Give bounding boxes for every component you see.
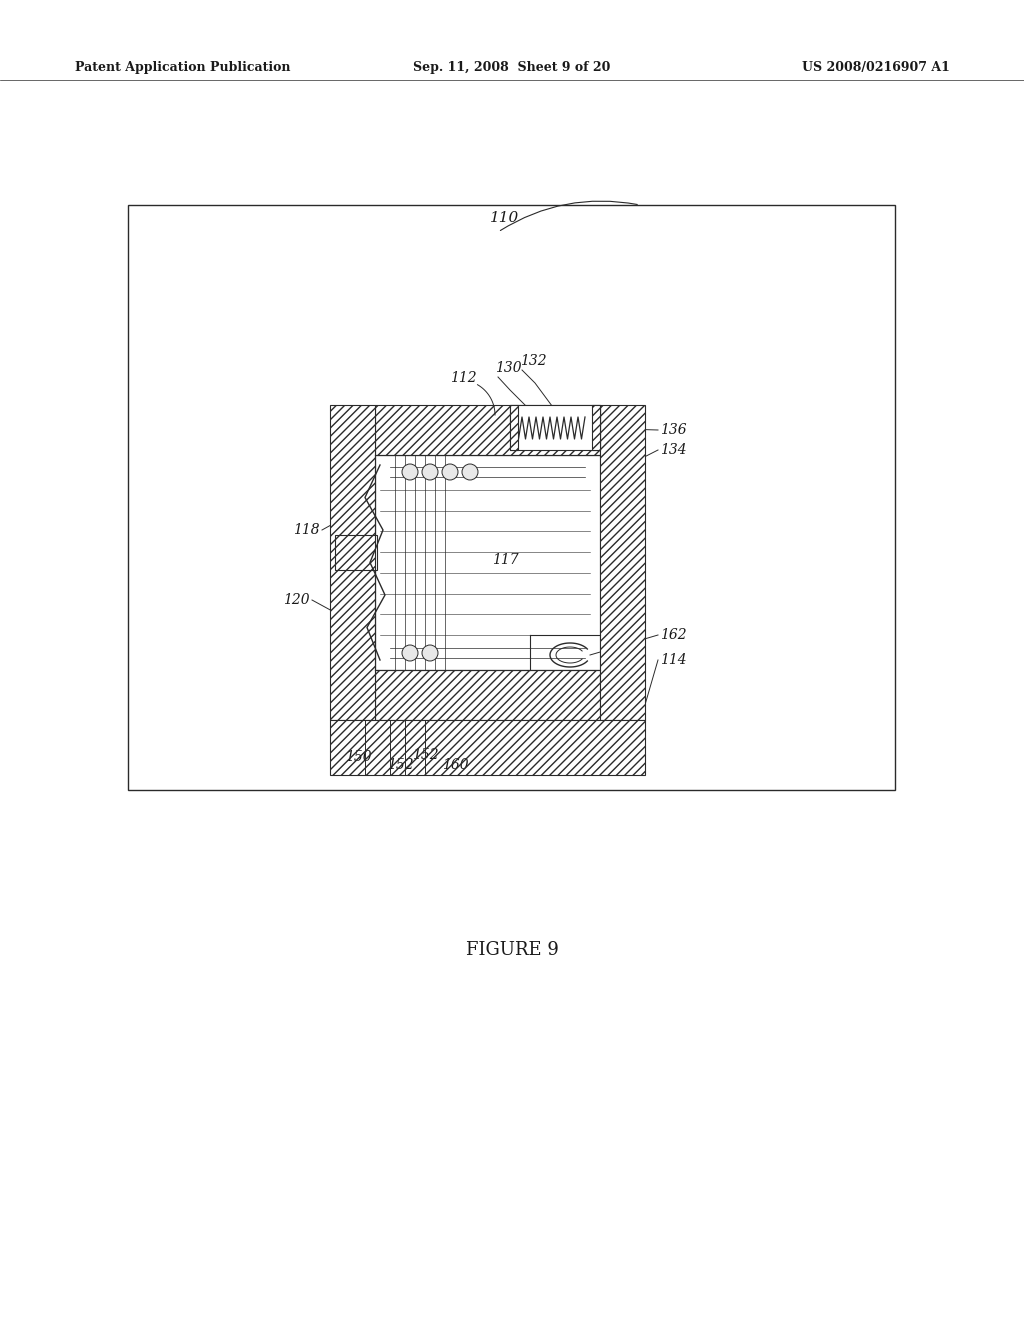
Bar bbox=[375, 671, 600, 719]
Circle shape bbox=[402, 645, 418, 661]
Bar bbox=[600, 405, 645, 719]
Text: 110: 110 bbox=[490, 211, 519, 224]
Text: Patent Application Publication: Patent Application Publication bbox=[75, 62, 291, 74]
Text: 160: 160 bbox=[441, 758, 468, 772]
Bar bbox=[600, 405, 645, 719]
Bar bbox=[510, 405, 518, 450]
Bar bbox=[330, 719, 645, 775]
Circle shape bbox=[402, 465, 418, 480]
Circle shape bbox=[462, 465, 478, 480]
Bar bbox=[592, 405, 600, 450]
Text: 118: 118 bbox=[293, 523, 319, 537]
Text: US 2008/0216907 A1: US 2008/0216907 A1 bbox=[802, 62, 950, 74]
Bar bbox=[330, 405, 375, 719]
Text: 120: 120 bbox=[284, 593, 310, 607]
Bar bbox=[592, 405, 600, 450]
Bar bbox=[330, 405, 375, 719]
Bar bbox=[375, 405, 600, 455]
Text: 130: 130 bbox=[495, 360, 521, 375]
Text: 112: 112 bbox=[450, 371, 476, 385]
Bar bbox=[330, 719, 645, 775]
Circle shape bbox=[422, 465, 438, 480]
Text: 134: 134 bbox=[660, 444, 687, 457]
Text: 152: 152 bbox=[387, 758, 414, 772]
Bar bbox=[375, 455, 600, 671]
Text: 150: 150 bbox=[345, 750, 372, 764]
Bar bbox=[375, 671, 600, 719]
Bar bbox=[510, 405, 518, 450]
Text: 152: 152 bbox=[412, 748, 438, 762]
Bar bbox=[128, 205, 895, 789]
Text: 132: 132 bbox=[520, 354, 547, 368]
Text: 136: 136 bbox=[660, 422, 687, 437]
Text: 117: 117 bbox=[492, 553, 518, 568]
Text: FIGURE 9: FIGURE 9 bbox=[466, 941, 558, 960]
Bar bbox=[510, 405, 600, 450]
Circle shape bbox=[442, 465, 458, 480]
Circle shape bbox=[422, 645, 438, 661]
Bar bbox=[515, 413, 585, 444]
Text: 162: 162 bbox=[660, 628, 687, 642]
Text: 114: 114 bbox=[660, 653, 687, 667]
Bar bbox=[375, 405, 600, 455]
Text: Sep. 11, 2008  Sheet 9 of 20: Sep. 11, 2008 Sheet 9 of 20 bbox=[414, 62, 610, 74]
Bar bbox=[335, 535, 377, 570]
